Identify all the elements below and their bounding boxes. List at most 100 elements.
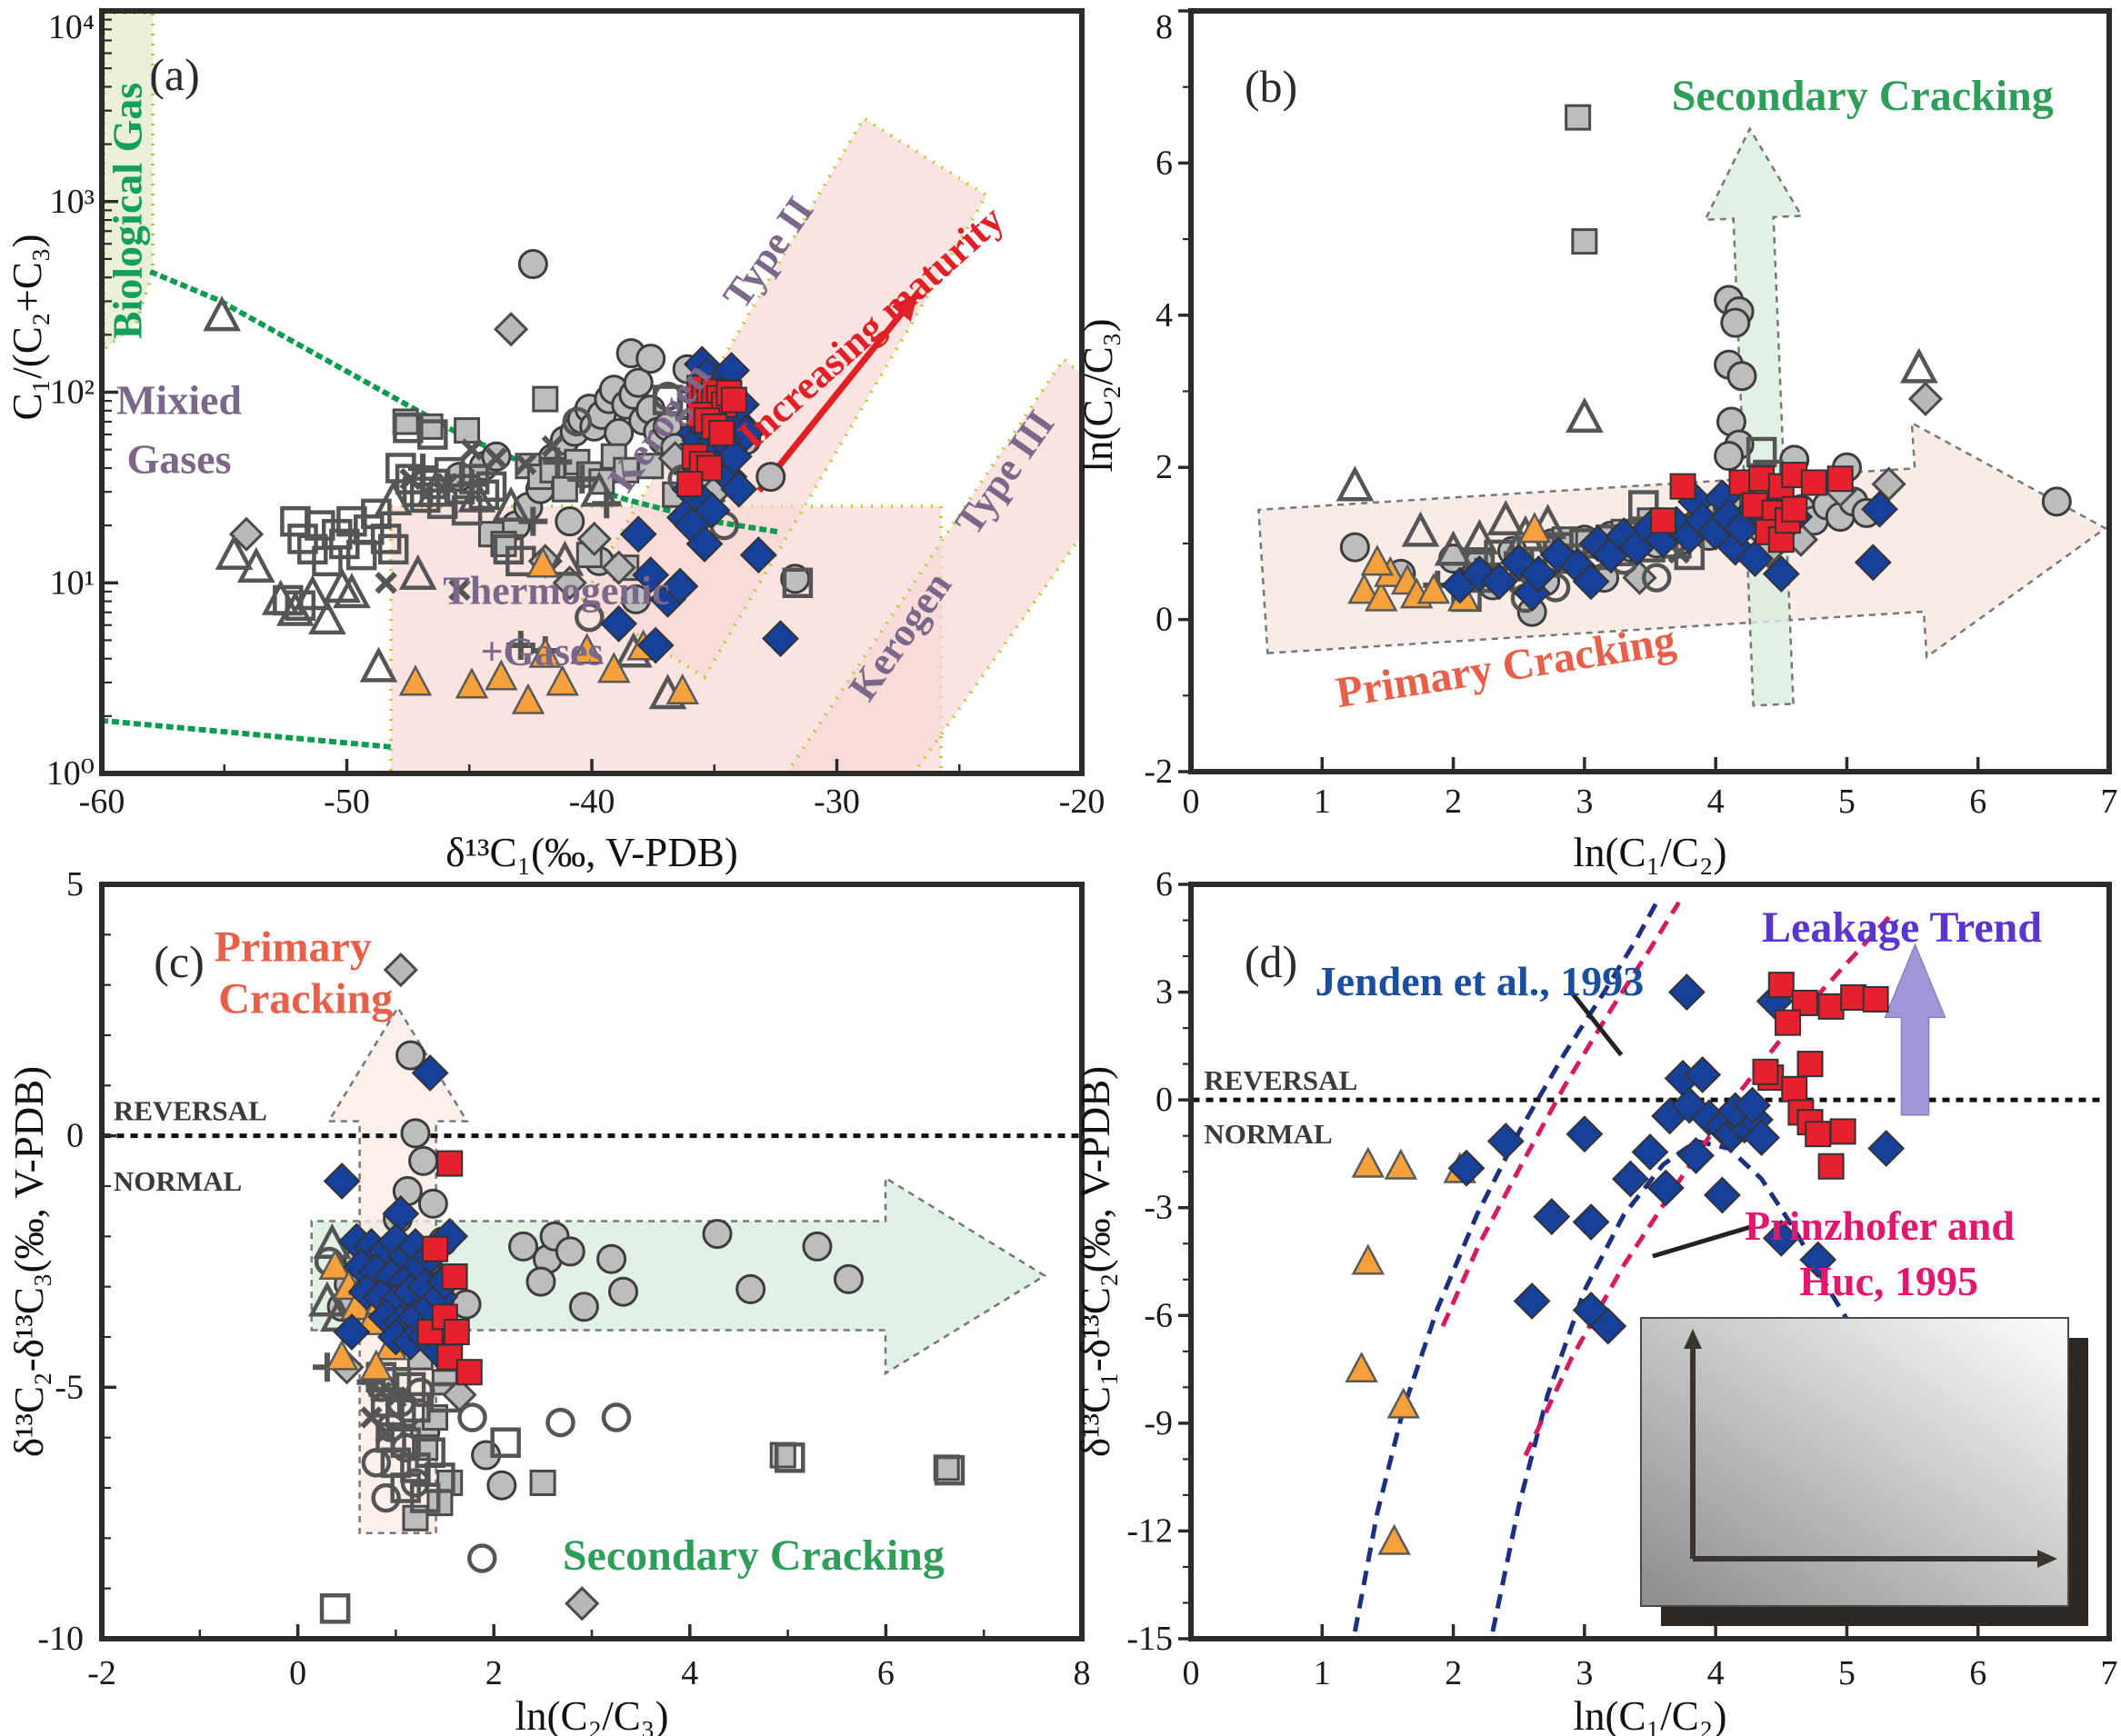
x-tick-label: 3 [1576,1654,1593,1692]
x-tick-label: 6 [1969,1654,1986,1692]
x-tick-label: -30 [814,783,860,821]
inset-prinzhofer-model [1640,1317,2088,1626]
central-point [685,524,724,563]
eastern-point [1669,473,1696,500]
central-point [1799,1241,1837,1279]
central-point [1589,1307,1627,1345]
panel-b-x-axis-title: ln(C₁/C₂) [1573,830,1727,875]
tz1-point [417,1188,448,1219]
annotation: Huc, 1995 [1799,1258,1978,1304]
eastern-point [422,1235,449,1262]
tz45-point [203,295,241,332]
western-point [545,664,579,696]
tz1-point [623,367,654,398]
panel-a-frame [99,8,1085,776]
tz1-point [833,1263,864,1294]
y-tick-label: 4 [1156,296,1173,334]
tz1-point [702,1219,733,1250]
central-point [1447,1149,1486,1187]
panel-b-frame [1188,8,2112,774]
x-tick-label: 7 [2101,1654,2118,1692]
x-tick-label: 4 [1707,783,1725,821]
tz45-point [1460,518,1499,555]
tz45-point [398,554,437,590]
eastern-point [1817,993,1845,1020]
y-tick-label: 6 [1156,865,1173,903]
zg8-point [1746,436,1777,468]
western-point [359,1349,394,1381]
central-point [1572,563,1610,601]
y-tick-label: 10⁰ [46,754,95,793]
zg10-point [576,521,612,557]
western-point [570,633,604,664]
series-western [1345,1146,1476,1555]
tz12-point [456,469,486,499]
eastern-point [708,420,735,447]
tz45-point [492,486,530,523]
central-point [1533,1198,1571,1236]
tz4-point [400,1468,431,1498]
series-western [398,546,699,714]
tz4-point [601,1402,632,1432]
zg8-point [305,510,335,541]
zg43-point [1571,228,1598,255]
annotation: Prinzhofer and [1745,1202,2015,1249]
central-point [762,620,799,658]
x-tick-label: -50 [324,783,370,821]
annotation: Thermogenic [443,569,669,614]
zg8-point [345,539,377,571]
western-point [1360,544,1395,576]
panel-d-x-axis-title: ln(C₁/C₂) [1573,1693,1727,1736]
series-zg10 [329,952,600,1621]
tz45-point [236,546,275,583]
western-point [597,652,631,683]
curve [1490,1138,1856,1632]
tz16-point [399,467,422,491]
tz1-point [555,1236,585,1267]
y-tick-label: 3 [1156,973,1173,1012]
tz45-point [1566,397,1604,434]
tz45-point [293,574,332,611]
tz1-point [635,344,666,374]
tz12-point [505,631,535,661]
western-point [455,667,489,699]
tz45-point [1434,530,1473,566]
y-tick-label: 10² [50,374,95,412]
x-tick-label: -60 [79,783,125,821]
tz4-point [371,1482,401,1513]
zg8-point [934,1454,965,1486]
x-tick-label: -20 [1059,783,1106,821]
central-point [619,515,657,554]
eastern-point [676,470,704,497]
zg10-point [1871,466,1906,502]
western-point [318,1248,352,1281]
x-tick-label: 2 [1445,1654,1462,1692]
annotation: Gases [127,436,232,483]
panel-c-x-axis-title: ln(C₂/C₃) [515,1693,669,1736]
central-point [323,1162,361,1200]
central-point [1566,1115,1604,1153]
tz1-point [395,1040,426,1071]
western-point [665,673,699,705]
zg43-point [551,475,578,503]
zg8-point [285,590,316,621]
panel-a-points [203,249,814,714]
zg43-point [529,1469,556,1496]
panel-d-points [1345,972,1906,1555]
central-point [739,536,777,574]
western-point [528,636,562,668]
annotation: Primary [215,923,372,972]
central-point [1762,1219,1800,1257]
tz1-point [735,1273,766,1304]
central-point [1611,1160,1649,1198]
tz1-point [1714,441,1745,472]
maturity-arrow [756,290,921,494]
eastern-point [1817,1152,1845,1180]
panel-c-ticks: -2 0 2 4 6 8 5 0 -5 -10 [37,865,1090,1692]
eastern-point [720,386,747,414]
panel-a-ticks: -60 -50 -40 -30 -20 10⁰ 10¹ 10² 10³ 10⁴ [46,8,1106,821]
curve [102,717,396,751]
tz1-point [802,1231,833,1262]
tz1-point [508,1231,539,1262]
curve [1569,991,1624,1057]
